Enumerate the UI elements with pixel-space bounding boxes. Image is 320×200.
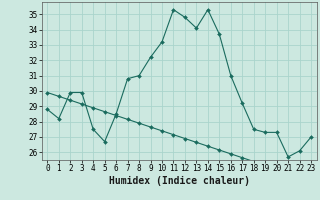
X-axis label: Humidex (Indice chaleur): Humidex (Indice chaleur) <box>109 176 250 186</box>
